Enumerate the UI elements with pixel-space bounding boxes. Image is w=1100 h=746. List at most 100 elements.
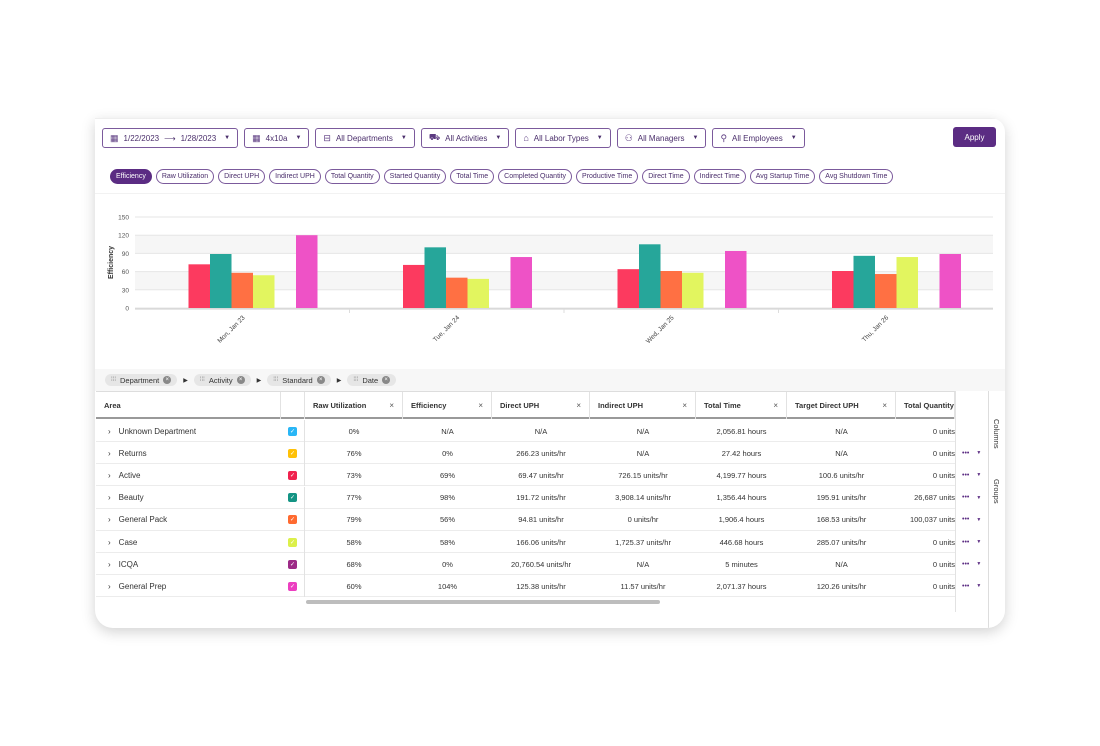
table-row[interactable]: › ICQA ✓ 68% 0% 20,760.54 units/hr N/A 5 minute… — [96, 553, 955, 576]
column-header[interactable]: Efficiency × — [403, 392, 492, 419]
departments-filter[interactable]: ⊟ All Departments ▼ — [315, 128, 415, 148]
caret-down-icon[interactable]: ▼ — [976, 472, 982, 479]
drag-handle-icon[interactable]: ⁞⁞⁞ — [199, 377, 205, 383]
series-checkbox[interactable]: ✓ — [288, 493, 297, 503]
bar[interactable] — [231, 272, 254, 308]
metric-tab-productive-time[interactable]: Productive Time — [576, 169, 639, 184]
metric-tab-avg-startup-time[interactable]: Avg Startup Time — [749, 169, 816, 184]
bar[interactable] — [510, 257, 533, 308]
groups-panel-tab[interactable]: Groups — [992, 479, 1001, 504]
grouping-chip[interactable]: ⁞⁞⁞ Department × — [105, 374, 178, 386]
grouping-chip[interactable]: ⁞⁞⁞ Date × — [347, 374, 397, 386]
bar[interactable] — [446, 277, 468, 308]
more-options-icon[interactable]: ••• — [962, 449, 970, 457]
remove-column-icon[interactable]: × — [576, 401, 581, 410]
expand-chevron-icon[interactable]: › — [108, 515, 111, 525]
remove-icon[interactable]: × — [163, 376, 172, 384]
column-header[interactable]: Area — [96, 392, 281, 419]
metric-tab-completed-quantity[interactable]: Completed Quantity — [498, 169, 573, 184]
series-checkbox[interactable]: ✓ — [288, 470, 297, 480]
metric-tab-indirect-time[interactable]: Indirect Time — [693, 169, 746, 184]
caret-down-icon[interactable]: ▼ — [976, 494, 982, 501]
bar[interactable] — [296, 235, 318, 308]
more-options-icon[interactable]: ••• — [962, 582, 970, 590]
managers-filter[interactable]: ⚇ All Managers ▼ — [616, 128, 707, 148]
remove-column-icon[interactable]: × — [389, 401, 394, 410]
column-header[interactable]: Total Quantity — [896, 392, 955, 419]
activities-filter[interactable]: ⛟ All Activities ▼ — [420, 128, 510, 148]
caret-down-icon[interactable]: ▼ — [976, 539, 982, 545]
grouping-chip[interactable]: ⁞⁞⁞ Standard × — [267, 374, 331, 386]
metric-tab-total-time[interactable]: Total Time — [450, 169, 495, 184]
table-row[interactable]: › Unknown Department ✓ 0% N/A N/A N/A 2,056.81 … — [96, 420, 955, 442]
expand-chevron-icon[interactable]: › — [108, 470, 111, 480]
caret-down-icon[interactable]: ▼ — [976, 516, 982, 523]
bar[interactable] — [424, 247, 447, 308]
remove-icon[interactable]: × — [316, 376, 325, 384]
column-header[interactable]: Indirect UPH × — [590, 392, 696, 419]
metric-tab-efficiency[interactable]: Efficiency — [110, 169, 152, 184]
grouping-chip[interactable]: ⁞⁞⁞ Activity × — [193, 374, 251, 386]
bar[interactable] — [639, 244, 661, 308]
metric-tab-direct-uph[interactable]: Direct UPH — [218, 169, 266, 184]
bar[interactable] — [467, 278, 490, 308]
bar[interactable] — [253, 275, 275, 308]
column-header[interactable]: Target Direct UPH × — [787, 392, 896, 419]
expand-chevron-icon[interactable]: › — [108, 537, 111, 547]
column-header[interactable]: Direct UPH × — [492, 392, 590, 419]
more-options-icon[interactable]: ••• — [962, 494, 970, 502]
metric-tab-raw-utilization[interactable]: Raw Utilization — [155, 169, 215, 184]
table-row[interactable]: › Returns ✓ 76% 0% 266.23 units/hr N/A 27.42 ho… — [96, 442, 955, 465]
remove-icon[interactable]: × — [382, 376, 391, 384]
series-checkbox[interactable]: ✓ — [288, 537, 297, 547]
drag-handle-icon[interactable]: ⁞⁞⁞ — [273, 377, 279, 383]
expand-chevron-icon[interactable]: › — [108, 493, 111, 503]
table-row[interactable]: › Active ✓ 73% 69% 69.47 units/hr 726.15 units… — [96, 464, 955, 487]
horizontal-scrollbar[interactable] — [306, 600, 660, 604]
column-header[interactable]: Total Time × — [696, 392, 787, 419]
table-row[interactable]: › Beauty ✓ 77% 98% 191.72 units/hr 3,908.14 un… — [96, 486, 955, 509]
drag-handle-icon[interactable]: ⁞⁞⁞ — [353, 377, 359, 383]
expand-chevron-icon[interactable]: › — [108, 448, 111, 458]
bar[interactable] — [617, 269, 640, 308]
metric-tab-indirect-uph[interactable]: Indirect UPH — [269, 169, 321, 184]
table-row[interactable]: › Case ✓ 58% 58% 166.06 units/hr 1,725.37 unit… — [96, 531, 955, 553]
metric-tab-avg-shutdown-time[interactable]: Avg Shutdown Time — [819, 169, 894, 184]
shift-filter[interactable]: ▦ 4x10a ▼ — [244, 128, 310, 148]
bar[interactable] — [725, 250, 747, 308]
columns-panel-tab[interactable]: Columns — [992, 419, 1001, 449]
metric-tab-total-quantity[interactable]: Total Quantity — [324, 169, 380, 184]
bar[interactable] — [832, 270, 854, 308]
remove-icon[interactable]: × — [236, 376, 245, 384]
table-row[interactable]: › General Prep ✓ 60% 104% 125.38 units/hr 11.5… — [96, 575, 955, 598]
caret-down-icon[interactable]: ▼ — [976, 583, 982, 590]
expand-chevron-icon[interactable]: › — [108, 426, 111, 436]
bar[interactable] — [896, 257, 919, 308]
bar[interactable] — [682, 272, 704, 308]
drag-handle-icon[interactable]: ⁞⁞⁞ — [111, 377, 117, 383]
apply-button[interactable]: Apply — [953, 127, 996, 147]
bar[interactable] — [939, 254, 962, 308]
expand-chevron-icon[interactable]: › — [108, 581, 111, 591]
caret-down-icon[interactable]: ▼ — [976, 561, 982, 568]
bar[interactable] — [188, 264, 211, 308]
bar[interactable] — [875, 274, 897, 308]
remove-column-icon[interactable]: × — [682, 401, 687, 410]
expand-chevron-icon[interactable]: › — [108, 559, 111, 569]
column-header[interactable]: Raw Utilization × — [305, 392, 403, 419]
date-range-filter[interactable]: ▦ 1/22/2023 ⟶ 1/28/2023 ▼ — [102, 128, 239, 148]
bar[interactable] — [403, 264, 425, 308]
metric-tab-direct-time[interactable]: Direct Time — [642, 169, 690, 184]
remove-column-icon[interactable]: × — [478, 401, 483, 410]
column-header[interactable] — [281, 392, 305, 419]
series-checkbox[interactable]: ✓ — [288, 426, 297, 436]
remove-column-icon[interactable]: × — [773, 401, 778, 410]
bar[interactable] — [853, 255, 876, 308]
bar[interactable] — [210, 254, 232, 308]
series-checkbox[interactable]: ✓ — [288, 515, 297, 525]
more-options-icon[interactable]: ••• — [962, 516, 970, 524]
bar[interactable] — [660, 270, 683, 308]
series-checkbox[interactable]: ✓ — [288, 559, 297, 569]
table-row[interactable]: › General Pack ✓ 79% 56% 94.81 units/hr 0 unit… — [96, 508, 955, 531]
series-checkbox[interactable]: ✓ — [288, 581, 297, 591]
